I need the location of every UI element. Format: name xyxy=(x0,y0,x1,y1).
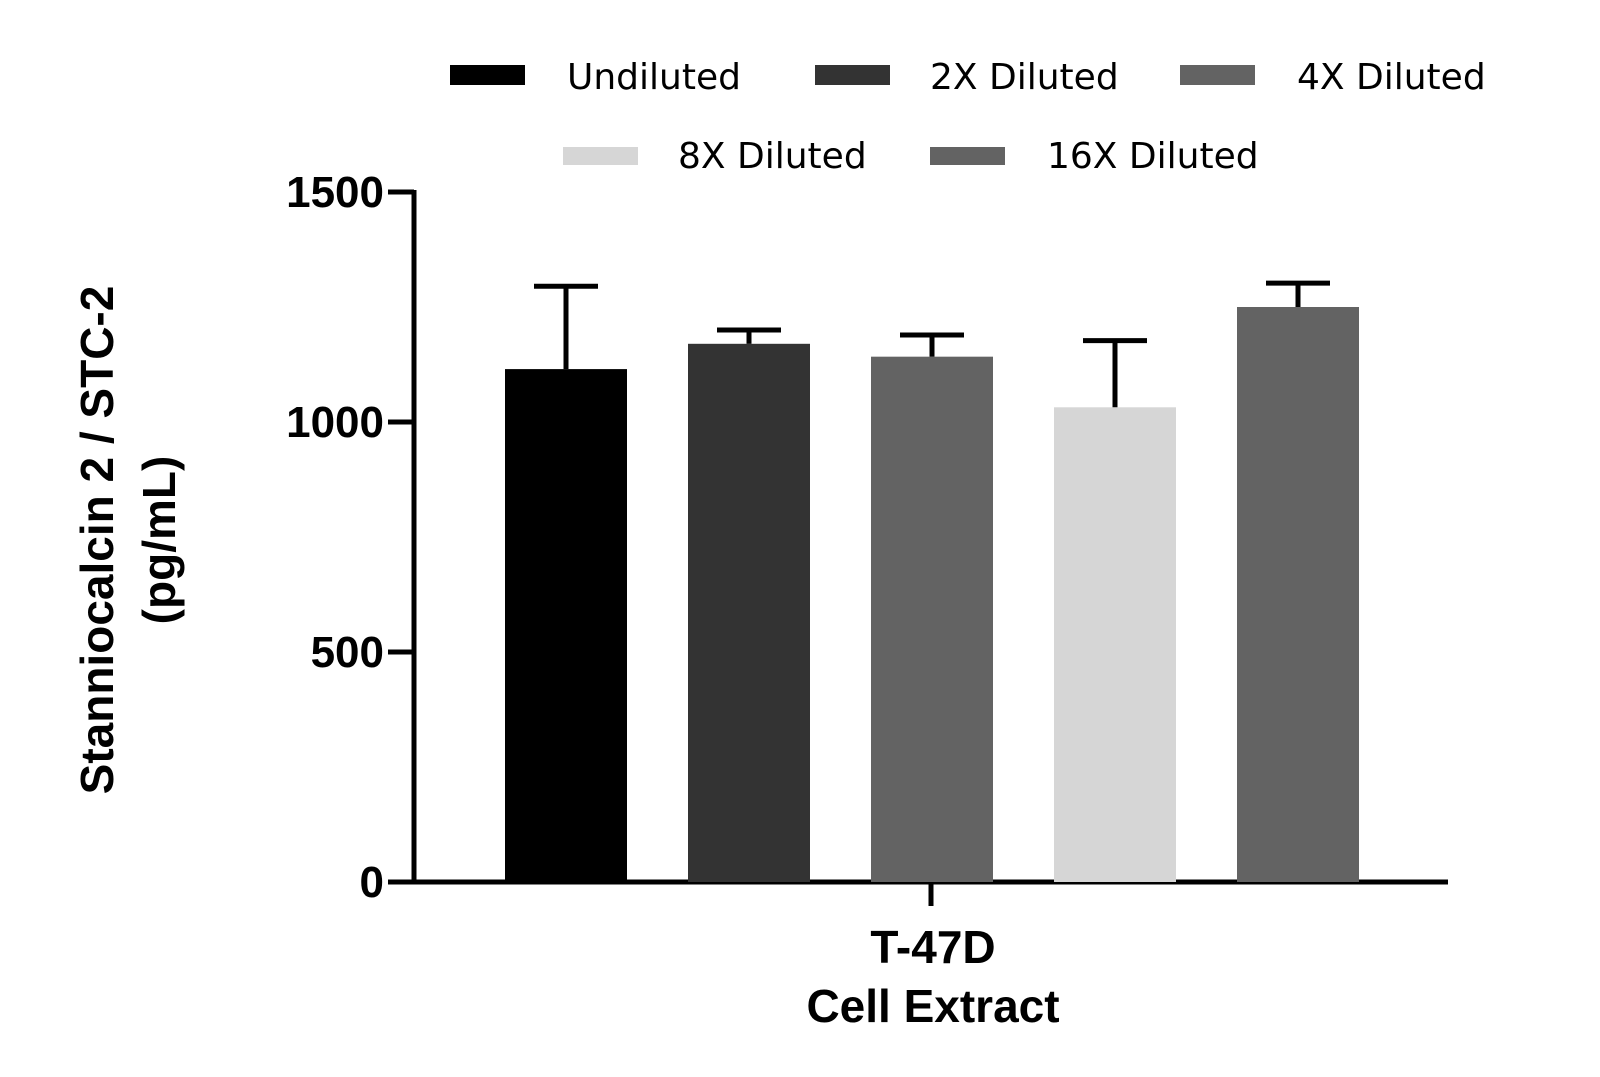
legend-swatch-16x-diluted xyxy=(930,147,1005,165)
bar-8x-diluted xyxy=(1054,407,1176,882)
x-axis-title-line-2: Cell Extract xyxy=(806,980,1059,1032)
bar-2x-diluted xyxy=(688,343,810,882)
legend-label-8x-diluted: 8X Diluted xyxy=(678,136,867,177)
x-axis-title: T-47D Cell Extract xyxy=(806,921,1059,1032)
bars xyxy=(505,280,1359,883)
legend: Undiluted 2X Diluted 4X Diluted 8X Dilut… xyxy=(450,57,1486,177)
bar-16x-diluted xyxy=(1237,307,1359,882)
y-tick-label: 1500 xyxy=(286,168,384,217)
y-axis-title-line-1: Stanniocalcin 2 / STC-2 xyxy=(71,286,123,795)
bar-undiluted xyxy=(505,369,627,883)
legend-label-16x-diluted: 16X Diluted xyxy=(1047,136,1259,177)
x-axis-title-line-1: T-47D xyxy=(870,921,995,973)
y-tick-label: 1000 xyxy=(286,398,384,447)
y-axis-title-line-2: (pg/mL) xyxy=(133,456,185,625)
y-tick-label: 0 xyxy=(360,858,384,907)
legend-swatch-4x-diluted xyxy=(1180,65,1255,85)
legend-label-2x-diluted: 2X Diluted xyxy=(930,57,1119,98)
legend-swatch-2x-diluted xyxy=(815,65,890,85)
legend-swatch-8x-diluted xyxy=(563,147,638,165)
legend-swatch-undiluted xyxy=(450,65,525,85)
y-axis-title: Stanniocalcin 2 / STC-2 (pg/mL) xyxy=(71,286,185,795)
legend-label-4x-diluted: 4X Diluted xyxy=(1297,57,1486,98)
y-tick-label: 500 xyxy=(311,628,384,677)
legend-label-undiluted: Undiluted xyxy=(567,57,741,98)
bar-4x-diluted xyxy=(871,356,993,882)
